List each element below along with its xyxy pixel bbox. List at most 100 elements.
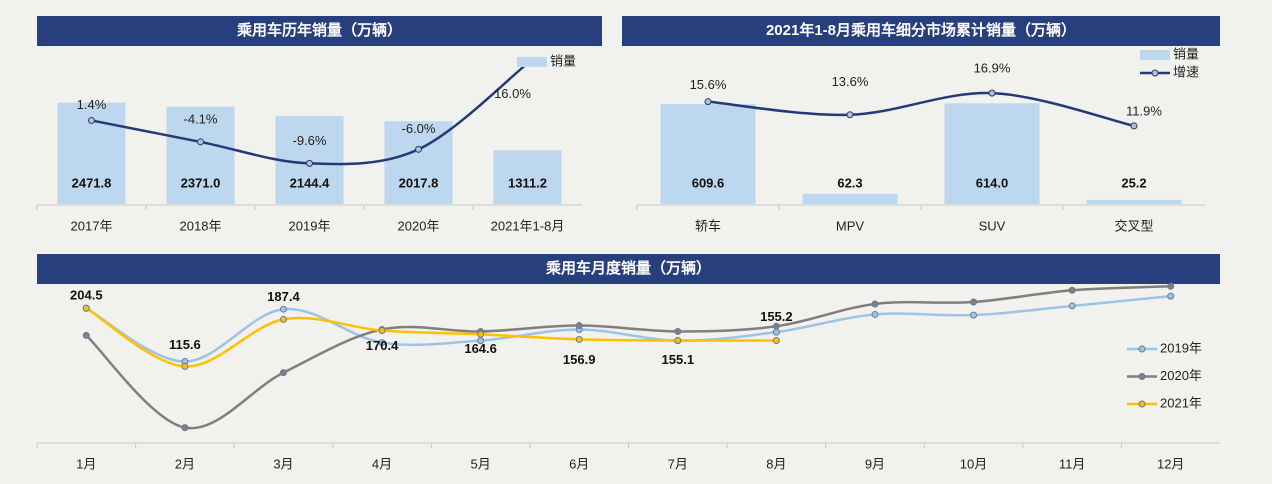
chart-header	[37, 16, 602, 46]
chart-title: 2021年1-8月乘用车细分市场累计销量（万辆）	[766, 21, 1076, 39]
line-marker	[82, 304, 90, 312]
x-tick-label: MPV	[836, 218, 865, 233]
line-value-label: -9.6%	[293, 133, 327, 148]
legend-label: 2020年	[1160, 368, 1202, 383]
line-marker	[279, 369, 287, 377]
line-marker	[846, 111, 854, 119]
legend-label: 销量	[550, 53, 576, 68]
line-value-label: 204.5	[70, 288, 103, 303]
bar	[493, 150, 562, 204]
legend-marker	[1151, 69, 1159, 77]
line-marker	[871, 300, 879, 308]
legend-swatch	[1140, 50, 1170, 60]
bar-value-label: 1311.2	[508, 175, 547, 190]
line-marker	[704, 98, 712, 106]
line-marker	[970, 298, 978, 306]
line-value-label: 16.0%	[494, 86, 531, 101]
line-marker	[181, 362, 189, 370]
line-marker	[1130, 122, 1138, 130]
line-marker	[477, 330, 485, 338]
x-tick-label: 2月	[175, 456, 195, 471]
line-marker	[82, 331, 90, 339]
line-value-label: 1.4%	[77, 97, 107, 112]
line-marker	[88, 116, 95, 124]
chart-header	[37, 254, 1220, 284]
x-tick-label: 2018年	[180, 218, 222, 233]
chart-title: 乘用车历年销量（万辆）	[236, 21, 402, 39]
bar-value-label: 609.6	[692, 175, 725, 190]
legend-marker	[1138, 400, 1146, 408]
line-marker	[1068, 302, 1076, 310]
legend-label: 增速	[1173, 64, 1199, 79]
bar	[166, 106, 235, 204]
line-series	[707, 91, 1135, 128]
bar-value-label: 2471.8	[72, 175, 112, 190]
x-tick-label: 交叉型	[1114, 218, 1153, 233]
line-marker	[772, 336, 780, 344]
line-value-label: 15.6%	[690, 77, 727, 92]
x-tick-label: 11月	[1059, 456, 1086, 471]
line-marker	[772, 328, 780, 336]
bar-value-label: 2144.4	[290, 175, 331, 190]
x-tick-label: 9月	[865, 456, 885, 471]
line-marker	[1167, 292, 1175, 300]
line-marker	[988, 89, 996, 97]
line-value-label: 13.6%	[832, 74, 869, 89]
x-tick-label: 2021年1-8月	[491, 218, 565, 233]
legend-swatch	[517, 57, 547, 67]
bar	[944, 103, 1040, 204]
line-marker	[1068, 286, 1076, 294]
line-value-label: 11.9%	[1126, 103, 1162, 118]
x-tick-label: 5月	[471, 456, 491, 471]
bar-value-label: 614.0	[976, 175, 1009, 190]
chart-title: 乘用车月度销量（万辆）	[545, 259, 711, 277]
line-marker	[575, 335, 583, 343]
line-series	[85, 285, 1171, 430]
line-value-label: -6.0%	[402, 121, 436, 136]
line-marker	[378, 327, 386, 335]
line-value-label: 16.9%	[974, 61, 1011, 76]
legend-marker	[1138, 345, 1146, 353]
x-tick-label: 2017年	[71, 218, 113, 233]
line-value-label: 155.2	[760, 309, 793, 324]
x-tick-label: SUV	[979, 218, 1006, 233]
x-tick-label: 10月	[960, 456, 987, 471]
line-marker	[197, 138, 204, 146]
line-marker	[181, 424, 189, 432]
bar-value-label: 25.2	[1121, 175, 1146, 190]
line-marker	[1167, 282, 1175, 290]
x-tick-label: 1月	[76, 456, 96, 471]
bar	[1086, 199, 1182, 204]
line-value-label: 155.1	[662, 352, 695, 367]
chart-header	[622, 16, 1220, 46]
line-value-label: 187.4	[267, 289, 300, 304]
line-value-label: 164.6	[464, 341, 497, 356]
line-value-label: 170.4	[366, 338, 399, 353]
line-marker	[674, 327, 682, 335]
legend-label: 销量	[1173, 46, 1199, 61]
line-value-label: 115.6	[169, 337, 201, 352]
line-marker	[279, 305, 287, 313]
legend-label: 2019年	[1160, 340, 1202, 355]
line-marker	[674, 337, 682, 345]
x-tick-label: 2019年	[289, 218, 331, 233]
line-marker	[970, 311, 978, 319]
line-value-label: -4.1%	[184, 111, 218, 126]
bar-value-label: 2371.0	[181, 175, 221, 190]
x-tick-label: 2020年	[398, 218, 440, 233]
legend-label: 2021年	[1160, 395, 1202, 410]
line-marker	[772, 322, 780, 330]
line-marker	[871, 310, 879, 318]
bar	[660, 104, 756, 204]
legend-marker	[1138, 373, 1146, 380]
x-tick-label: 6月	[569, 456, 589, 471]
x-tick-label: 7月	[668, 456, 688, 471]
x-tick-label: 3月	[273, 456, 293, 471]
x-tick-label: 12月	[1157, 456, 1184, 471]
x-tick-label: 轿车	[695, 218, 721, 233]
line-marker	[279, 315, 287, 323]
line-marker	[378, 339, 386, 347]
line-marker	[415, 145, 422, 153]
line-marker	[306, 159, 313, 167]
